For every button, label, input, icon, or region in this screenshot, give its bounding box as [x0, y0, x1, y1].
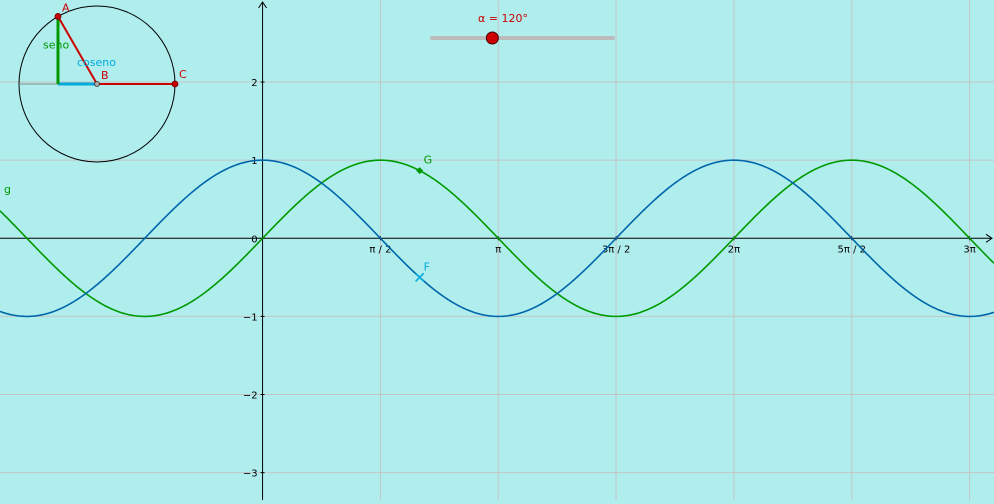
- point-c-label: C: [179, 68, 187, 81]
- x-tick-label: 3π: [963, 244, 975, 255]
- point-label: F: [424, 260, 430, 273]
- point-a-label: A: [62, 1, 70, 14]
- y-tick-label: 2: [251, 78, 257, 89]
- point-a[interactable]: [54, 13, 62, 20]
- y-tick-label: 1: [251, 156, 257, 167]
- cosine-label: coseno: [77, 56, 116, 69]
- radius-ab: [57, 15, 98, 85]
- sine-label: seno: [43, 38, 69, 51]
- point-b-label: B: [101, 69, 109, 82]
- slider-knob[interactable]: [485, 31, 499, 45]
- series-label: g: [4, 183, 11, 196]
- y-tick-label: −2: [243, 391, 258, 402]
- point-label: G: [424, 154, 433, 167]
- x-tick-label: 5π / 2: [838, 244, 866, 255]
- point-c[interactable]: [171, 80, 179, 88]
- slider-label: α = 120°: [478, 12, 528, 25]
- angle-slider[interactable]: α = 120°: [430, 12, 615, 45]
- x-tick-label: 2π: [728, 244, 740, 255]
- y-tick-label: −1: [243, 312, 258, 323]
- y-axis-arrow: [258, 1, 267, 9]
- curve-points[interactable]: GF: [415, 154, 433, 282]
- sine-curve: [0, 159, 994, 318]
- x-tick-label: π / 2: [369, 244, 391, 255]
- cosine-curve: [0, 159, 994, 318]
- curves: g: [0, 159, 994, 318]
- x-tick-label: 3π / 2: [602, 244, 630, 255]
- x-axis-arrow: [985, 233, 993, 243]
- point-b: [94, 81, 100, 87]
- y-tick-label: −3: [243, 469, 258, 480]
- y-tick-label: 0: [251, 234, 257, 245]
- point-G[interactable]: [416, 167, 424, 175]
- x-tick-label: π: [495, 244, 501, 255]
- point-F[interactable]: [415, 272, 425, 282]
